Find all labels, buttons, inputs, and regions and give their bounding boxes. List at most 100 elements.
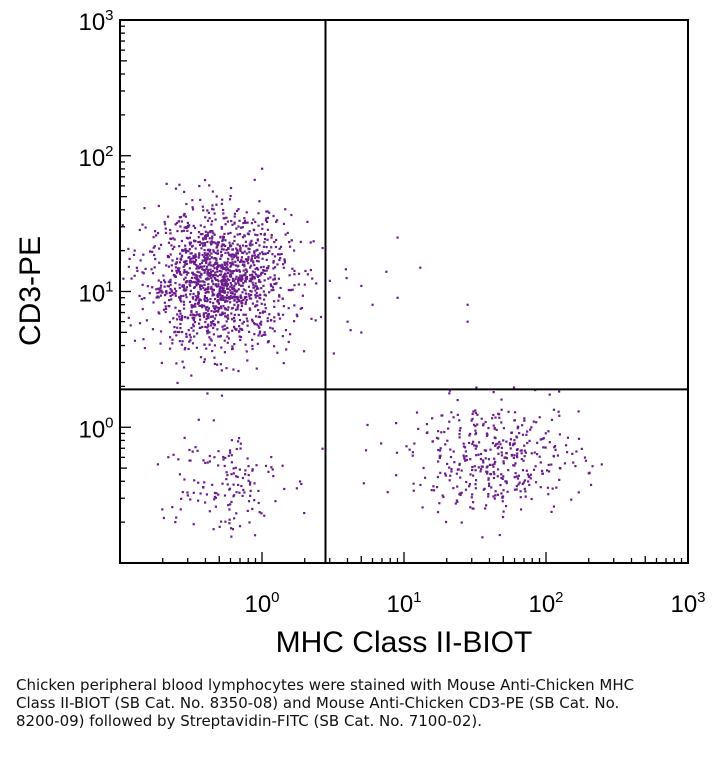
data-point	[163, 220, 166, 224]
data-point	[259, 273, 263, 276]
data-point	[425, 423, 429, 426]
data-point	[186, 229, 189, 232]
data-point	[180, 314, 184, 318]
data-point	[197, 283, 200, 286]
data-point	[244, 258, 248, 261]
data-point	[497, 412, 500, 415]
data-point	[512, 456, 515, 460]
data-point	[205, 267, 208, 271]
data-point	[241, 322, 244, 325]
data-point	[419, 483, 422, 487]
data-point	[220, 286, 224, 289]
data-point	[253, 286, 256, 289]
data-point	[289, 288, 292, 292]
data-point	[251, 302, 255, 305]
data-point	[220, 225, 223, 229]
data-point	[192, 318, 195, 322]
data-point	[208, 250, 211, 253]
data-point	[500, 492, 503, 495]
data-point	[236, 259, 240, 262]
data-point	[432, 485, 435, 488]
data-point	[523, 449, 526, 452]
data-point	[449, 448, 452, 451]
data-point	[472, 423, 476, 426]
data-point	[169, 336, 172, 339]
data-point	[237, 208, 240, 211]
data-point	[411, 454, 414, 457]
data-point	[526, 441, 529, 445]
data-point	[206, 277, 209, 280]
data-point	[571, 452, 574, 455]
data-point	[226, 277, 229, 281]
data-point	[225, 284, 229, 288]
data-point	[516, 427, 519, 430]
data-point	[386, 491, 389, 494]
data-point	[487, 426, 490, 430]
data-point	[257, 501, 260, 505]
data-point	[504, 504, 508, 508]
data-point	[228, 269, 232, 272]
data-point	[199, 263, 202, 266]
data-point	[328, 279, 331, 282]
data-point	[151, 286, 154, 289]
data-point	[513, 464, 516, 467]
data-point	[206, 392, 209, 395]
data-point	[223, 494, 227, 497]
data-point	[252, 261, 255, 264]
data-point	[471, 507, 474, 510]
data-point	[288, 245, 292, 248]
data-point	[278, 253, 281, 256]
data-point	[239, 447, 242, 450]
data-point	[281, 297, 284, 300]
data-point	[224, 244, 227, 248]
data-point	[540, 469, 544, 473]
data-point	[184, 215, 188, 218]
data-point	[268, 250, 271, 253]
data-point	[174, 294, 177, 297]
data-point	[564, 444, 568, 447]
data-point	[203, 255, 206, 259]
data-point	[272, 214, 275, 218]
data-point	[234, 466, 237, 469]
data-point	[194, 299, 197, 302]
data-point	[204, 258, 207, 261]
data-point	[513, 454, 516, 457]
data-point	[319, 315, 323, 319]
data-point	[210, 285, 213, 289]
data-point	[471, 493, 474, 496]
data-point	[250, 290, 253, 293]
data-point	[501, 515, 505, 519]
data-point	[238, 525, 242, 528]
data-points	[121, 167, 603, 539]
data-point	[290, 239, 293, 242]
data-point	[226, 220, 230, 223]
data-point	[498, 533, 501, 537]
data-point	[235, 491, 238, 494]
data-point	[204, 257, 207, 260]
data-point	[475, 454, 478, 457]
data-point	[263, 237, 267, 241]
data-point	[238, 318, 242, 322]
data-point	[191, 208, 195, 211]
data-point	[215, 310, 218, 313]
x-axis-ticks	[119, 552, 683, 563]
data-point	[178, 296, 181, 299]
data-point	[241, 260, 245, 263]
data-point	[262, 298, 266, 301]
data-point	[254, 296, 257, 299]
data-point	[203, 288, 206, 291]
data-point	[185, 259, 188, 263]
data-point	[216, 278, 219, 282]
data-point	[215, 278, 218, 282]
data-point	[241, 284, 244, 287]
data-point	[255, 367, 258, 370]
data-point	[155, 288, 158, 291]
data-point	[256, 342, 259, 345]
data-point	[453, 461, 456, 464]
data-point	[474, 432, 478, 435]
data-point	[237, 299, 241, 302]
data-point	[278, 294, 281, 297]
data-point	[158, 261, 161, 264]
data-point	[253, 251, 256, 255]
